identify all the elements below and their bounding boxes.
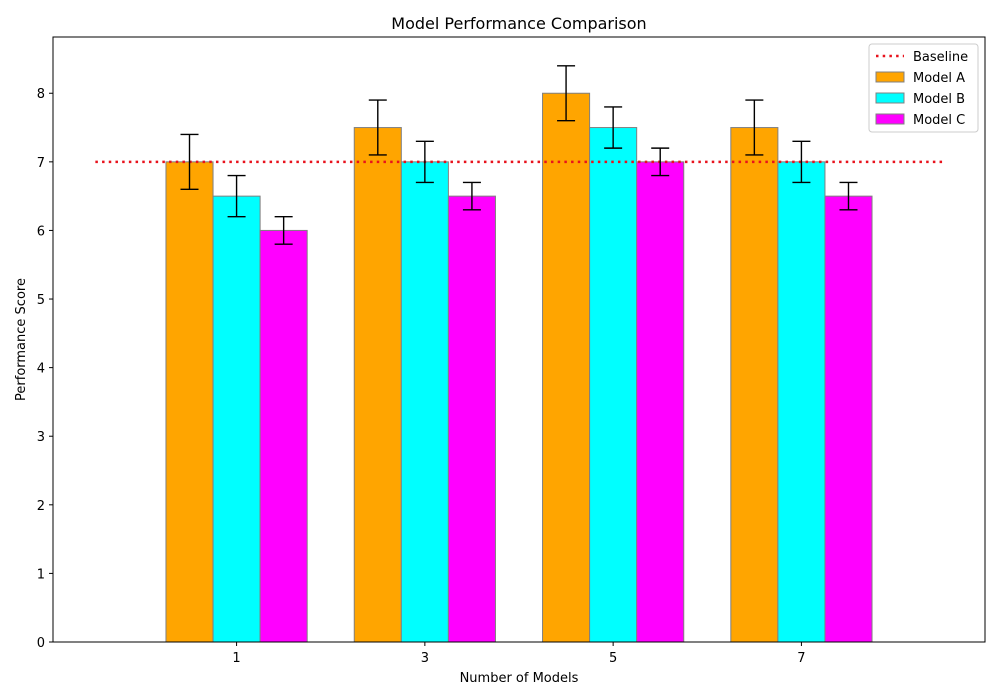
- y-axis-label: Performance Score: [14, 278, 29, 401]
- y-tick-label-4: 4: [37, 362, 45, 377]
- x-tick-label-3: 3: [421, 651, 429, 666]
- plot-frame: [52, 36, 986, 643]
- legend-label-model-a: Model A: [913, 71, 965, 86]
- legend-box: [868, 43, 979, 133]
- legend-label-model-b: Model B: [913, 92, 965, 107]
- bar-model-b-1: [212, 195, 261, 643]
- bar-model-c-1: [259, 229, 308, 643]
- bar-model-a-1: [165, 161, 214, 643]
- legend-swatch-model-c: [875, 113, 905, 125]
- x-axis-label: Number of Models: [460, 671, 579, 686]
- y-tick-label-1: 1: [37, 567, 45, 582]
- legend-label-model-c: Model C: [913, 113, 965, 128]
- x-tick-label-1: 1: [232, 651, 240, 666]
- bar-model-b-3: [400, 161, 449, 643]
- y-tick-label-8: 8: [37, 87, 45, 102]
- bar-model-c-5: [636, 161, 685, 643]
- bar-model-c-3: [447, 195, 496, 643]
- y-tick-label-0: 0: [37, 636, 45, 651]
- bar-model-a-3: [353, 127, 402, 643]
- legend-swatch-model-a: [875, 71, 905, 83]
- y-tick-label-2: 2: [37, 499, 45, 514]
- bars-group: [165, 92, 873, 643]
- y-tick-label-3: 3: [37, 430, 45, 445]
- bar-model-b-5: [589, 127, 638, 643]
- bar-model-c-7: [824, 195, 873, 643]
- bar-model-b-7: [777, 161, 826, 643]
- y-tick-label-5: 5: [37, 293, 45, 308]
- legend-swatch-model-b: [875, 92, 905, 104]
- bar-model-a-7: [730, 127, 779, 643]
- legend: Baseline Model A Model B Model C: [868, 43, 979, 133]
- x-tick-label-5: 5: [609, 651, 617, 666]
- error-bars-group: [180, 65, 858, 245]
- bar-model-a-5: [542, 92, 591, 643]
- legend-label-baseline: Baseline: [913, 50, 968, 65]
- x-tick-label-7: 7: [797, 651, 805, 666]
- y-tick-label-7: 7: [37, 156, 45, 171]
- chart-title: Model Performance Comparison: [391, 14, 646, 33]
- y-tick-label-6: 6: [37, 224, 45, 239]
